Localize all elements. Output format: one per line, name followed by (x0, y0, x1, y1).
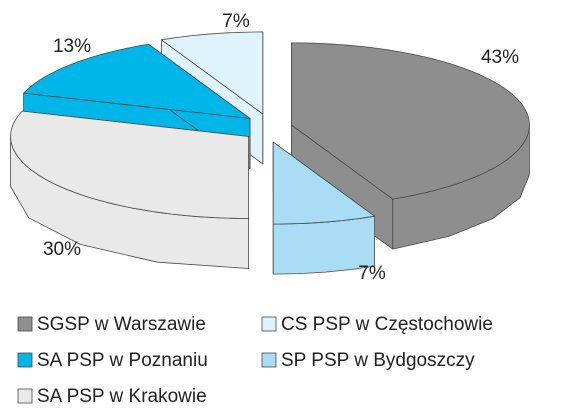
legend-label: CS PSP w Częstochowie (281, 314, 493, 335)
legend-label: SA PSP w Poznaniu (37, 350, 208, 371)
slice (10, 110, 249, 219)
slice (23, 43, 251, 119)
legend-swatch (261, 316, 277, 332)
legend-label: SA PSP w Krakowie (37, 386, 207, 407)
slice (291, 42, 530, 200)
slice (272, 141, 375, 225)
data-label: 13% (53, 36, 91, 57)
legend-swatch (17, 352, 33, 368)
data-label: 7% (358, 263, 386, 284)
data-label: 43% (481, 47, 519, 68)
legend-swatch (17, 388, 33, 404)
legend-label: SP PSP w Bydgoszczy (281, 350, 475, 371)
slice (161, 31, 264, 115)
legend-swatch (17, 316, 33, 332)
legend-swatch (261, 352, 277, 368)
data-label: 30% (43, 239, 81, 260)
data-label: 7% (222, 11, 250, 32)
legend-label: SGSP w Warszawie (37, 314, 206, 335)
